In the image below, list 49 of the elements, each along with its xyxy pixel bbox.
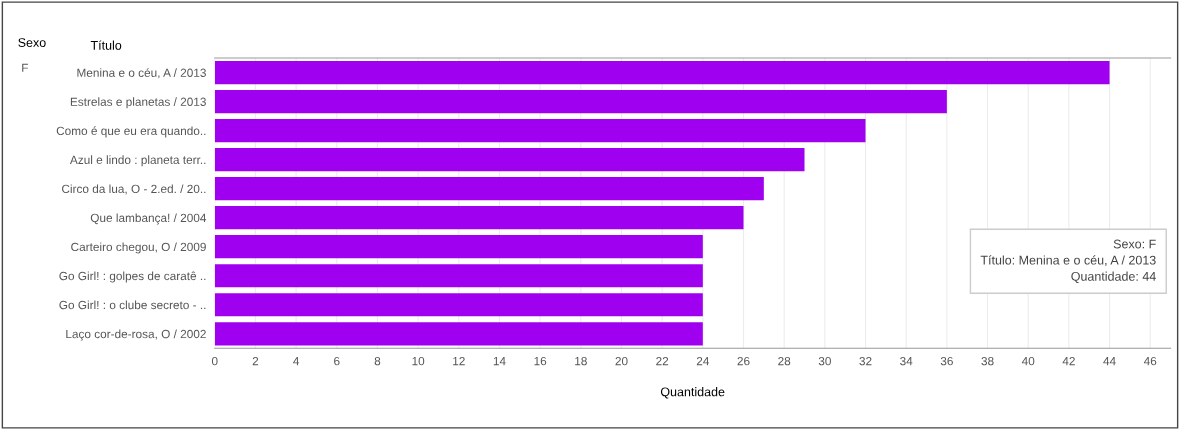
x-tick-label: 40 (1021, 356, 1035, 366)
bar (214, 235, 703, 259)
text: F (22, 63, 28, 72)
bar (214, 119, 866, 143)
x-tick-label: 22 (656, 356, 669, 366)
x-axis-title: Quantidade (660, 387, 725, 399)
y-tick-label: Como é que eu era quando.. (56, 126, 206, 138)
bar (214, 89, 947, 114)
y-tick-label: Circo da lua, O - 2.ed. / 20.. (62, 184, 206, 195)
x-tick-label: 46 (1143, 356, 1157, 366)
x-tick-label: 12 (453, 356, 465, 366)
y-tick-label: Estrelas e planetas / 2013 (70, 97, 206, 109)
x-tick-label: 16 (534, 356, 547, 366)
x-tick-label: 10 (412, 356, 425, 366)
bar (214, 293, 703, 317)
text: Sexo (18, 38, 46, 47)
y-tick-label: Carteiro chegou, O / 2009 (71, 242, 206, 254)
x-tick-label: 32 (859, 356, 872, 366)
bar (214, 177, 764, 201)
x-tick-label: 0 (211, 356, 218, 366)
x-tick-label: 6 (334, 356, 340, 366)
y-tick-label: Que lambança! / 2004 (90, 213, 207, 225)
x-tick-label: 30 (818, 356, 831, 366)
x-tick-label: 44 (1103, 357, 1116, 366)
x-tick-label: 8 (374, 356, 381, 366)
x-tick-label: 20 (615, 356, 628, 366)
x-tick-label: 2 (252, 356, 259, 366)
x-tick-label: 42 (1062, 356, 1075, 366)
y-tick-label: Go Girl! : o clube secreto - .. (59, 300, 206, 310)
y-axis-title: Título (90, 40, 122, 50)
bar (214, 264, 703, 288)
bar (214, 322, 703, 346)
x-tick-label: 36 (940, 356, 953, 366)
x-tick-label: 38 (981, 356, 994, 366)
x-tick-label: 18 (575, 356, 587, 366)
bar (214, 148, 805, 172)
bar (214, 206, 744, 230)
x-tick-label: 14 (493, 357, 506, 366)
x-tick-label: 26 (737, 356, 750, 366)
x-tick-label: 34 (900, 356, 913, 366)
x-tick-label: 28 (778, 356, 791, 366)
y-tick-label: Menina e o céu, A / 2013 (77, 68, 206, 79)
x-tick-label: 24 (696, 356, 710, 366)
y-tick-label: Laço cor-de-rosa, O / 2002 (66, 329, 206, 341)
y-tick-label: Go Girl! : golpes de caratê .. (59, 271, 206, 283)
y-tick-label: Azul e lindo : planeta terr.. (69, 155, 206, 167)
x-tick-label: 4 (293, 357, 300, 366)
bar (214, 60, 1110, 85)
annotation: Sexo: F Título: Menina e o céu, A / 2013 Quantidade: 44 (980, 239, 1156, 283)
